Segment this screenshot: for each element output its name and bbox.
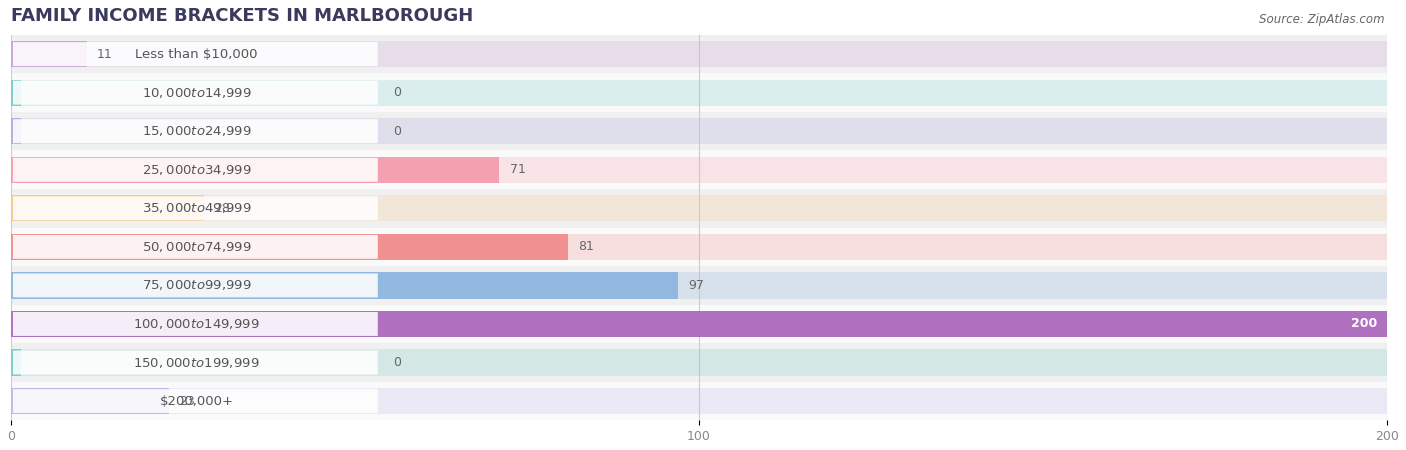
Bar xyxy=(11,311,1388,337)
FancyBboxPatch shape xyxy=(13,235,378,259)
Bar xyxy=(11,73,1388,112)
FancyBboxPatch shape xyxy=(13,351,378,374)
FancyBboxPatch shape xyxy=(13,274,378,297)
Bar xyxy=(11,388,169,414)
Bar xyxy=(11,266,1388,305)
Bar xyxy=(11,305,1388,343)
Text: FAMILY INCOME BRACKETS IN MARLBOROUGH: FAMILY INCOME BRACKETS IN MARLBOROUGH xyxy=(11,7,474,25)
Text: $10,000 to $14,999: $10,000 to $14,999 xyxy=(142,86,252,99)
Bar xyxy=(11,195,204,221)
FancyBboxPatch shape xyxy=(13,196,378,220)
Text: Source: ZipAtlas.com: Source: ZipAtlas.com xyxy=(1260,14,1385,27)
Text: $35,000 to $49,999: $35,000 to $49,999 xyxy=(142,201,252,215)
Bar xyxy=(11,195,1388,221)
Bar xyxy=(11,343,1388,382)
FancyBboxPatch shape xyxy=(13,312,378,336)
Text: $15,000 to $24,999: $15,000 to $24,999 xyxy=(142,124,252,138)
Bar xyxy=(11,157,499,183)
Bar xyxy=(11,41,87,67)
Text: 0: 0 xyxy=(392,125,401,138)
Text: $50,000 to $74,999: $50,000 to $74,999 xyxy=(142,240,252,254)
Bar xyxy=(11,272,678,298)
FancyBboxPatch shape xyxy=(13,81,378,104)
Bar xyxy=(11,157,1388,183)
Bar xyxy=(11,41,1388,67)
Bar xyxy=(11,80,1388,106)
Bar xyxy=(11,35,1388,73)
Bar xyxy=(11,234,1388,260)
Bar xyxy=(11,80,21,106)
Bar xyxy=(11,272,1388,298)
Bar xyxy=(11,189,1388,228)
Text: 0: 0 xyxy=(392,86,401,99)
Text: 23: 23 xyxy=(180,395,195,408)
Text: $100,000 to $149,999: $100,000 to $149,999 xyxy=(134,317,260,331)
Text: 11: 11 xyxy=(97,48,112,61)
Bar xyxy=(11,118,21,144)
FancyBboxPatch shape xyxy=(13,158,378,182)
Text: $200,000+: $200,000+ xyxy=(160,395,233,408)
Bar xyxy=(11,234,568,260)
Text: 71: 71 xyxy=(510,163,526,176)
Text: 0: 0 xyxy=(392,356,401,369)
Bar xyxy=(11,349,1388,376)
FancyBboxPatch shape xyxy=(13,42,378,66)
Text: 28: 28 xyxy=(214,202,229,215)
FancyBboxPatch shape xyxy=(13,119,378,143)
Text: Less than $10,000: Less than $10,000 xyxy=(135,48,257,61)
Bar xyxy=(11,388,1388,414)
Bar xyxy=(11,311,1388,337)
Text: $75,000 to $99,999: $75,000 to $99,999 xyxy=(142,279,252,292)
Bar xyxy=(11,349,21,376)
Bar xyxy=(11,118,1388,144)
Text: $25,000 to $34,999: $25,000 to $34,999 xyxy=(142,163,252,177)
Text: 81: 81 xyxy=(579,240,595,253)
Bar xyxy=(11,150,1388,189)
Bar xyxy=(11,382,1388,420)
Bar xyxy=(11,228,1388,266)
FancyBboxPatch shape xyxy=(13,389,378,413)
Text: 97: 97 xyxy=(689,279,704,292)
Text: 200: 200 xyxy=(1351,317,1376,330)
Bar xyxy=(11,112,1388,150)
Text: $150,000 to $199,999: $150,000 to $199,999 xyxy=(134,356,260,369)
